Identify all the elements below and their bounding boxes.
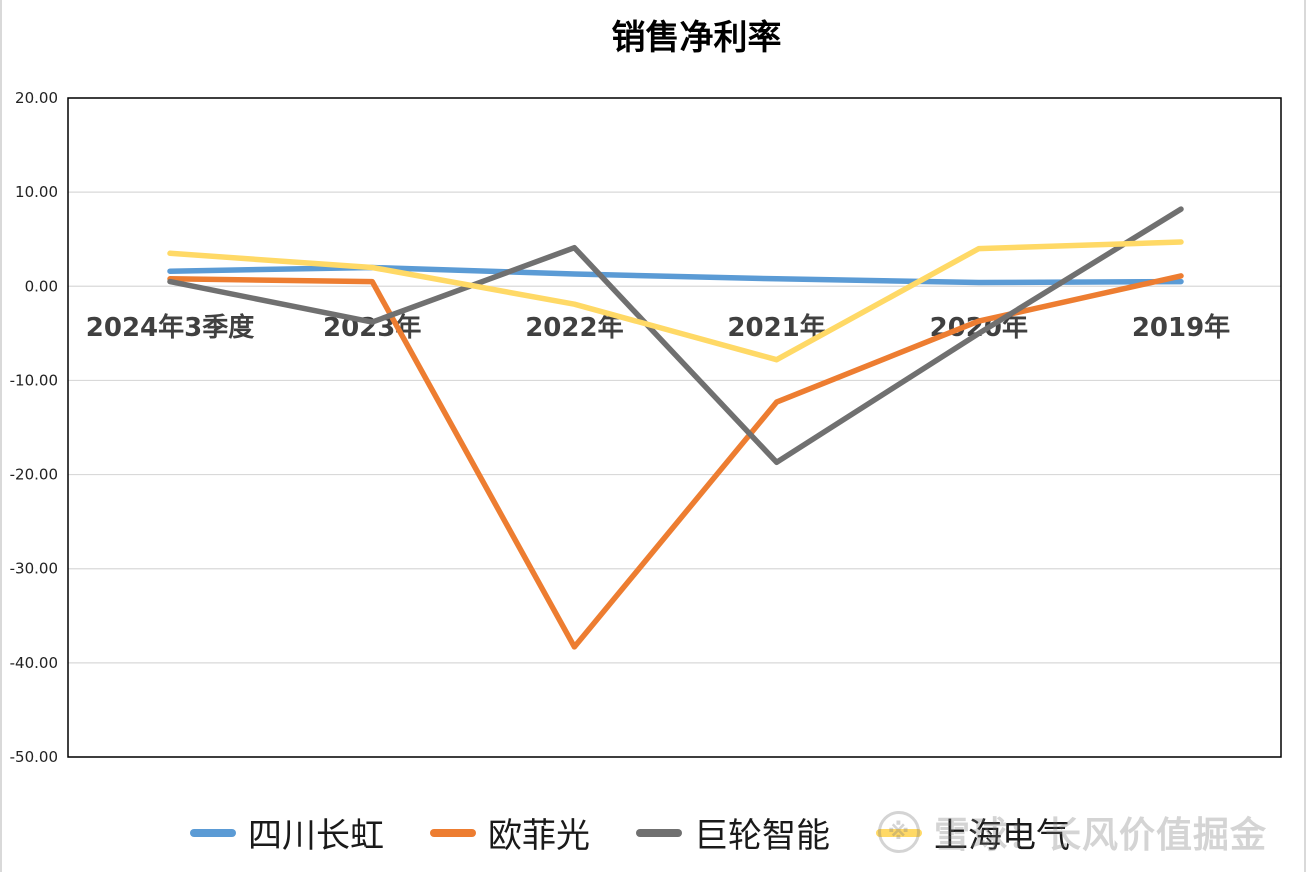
legend-label: 四川长虹 <box>248 816 384 856</box>
legend-label: 上海电气 <box>934 816 1070 856</box>
x-tick-label: 2020年 <box>930 312 1028 343</box>
window-border-right <box>1304 0 1306 872</box>
legend-item-series-2[interactable]: 巨轮智能 <box>636 808 830 857</box>
x-tick-label: 2024年3季度 <box>86 312 254 343</box>
x-tick-label: 2021年 <box>727 312 825 343</box>
y-tick-label: 20.00 <box>15 89 58 107</box>
series-line-0 <box>167 264 1184 286</box>
y-axis-ticks: 20.00 10.00 0.00 -10.00 -20.00 -30.00 -40.00 -5… <box>10 89 58 766</box>
y-tick-label: 0.00 <box>25 277 58 295</box>
y-tick-label: -10.00 <box>10 371 58 389</box>
legend-label: 巨轮智能 <box>694 816 830 856</box>
line-chart: 20.00 10.00 0.00 -10.00 -20.00 -30.00 -40.00 -5… <box>10 89 1282 766</box>
y-tick-label: -50.00 <box>10 748 58 766</box>
y-tick-label: -40.00 <box>10 654 58 672</box>
snowball-logo-icon: ※ <box>878 811 920 853</box>
legend-item-series-0[interactable]: 四川长虹 <box>190 808 384 857</box>
y-tick-label: -20.00 <box>10 466 58 484</box>
y-tick-label: -30.00 <box>10 560 58 578</box>
legend: 四川长虹 欧菲光 巨轮智能 上海电气 <box>190 808 1116 857</box>
chart-title: 销售净利率 <box>611 18 782 58</box>
legend-item-series-1[interactable]: 欧菲光 <box>430 808 590 857</box>
series-lines <box>167 206 1184 650</box>
gridlines <box>68 97 1281 758</box>
window-border-left <box>0 0 2 872</box>
legend-swatch <box>430 828 476 837</box>
x-tick-label: 2022年 <box>525 312 623 343</box>
plot-area-border <box>67 97 1282 758</box>
legend-label: 欧菲光 <box>488 816 590 856</box>
y-tick-label: 10.00 <box>15 183 58 201</box>
series-line-3 <box>167 239 1184 363</box>
series-line-2 <box>167 206 1184 466</box>
watermark: ※ 雪球：长风价值掘金 <box>878 806 1267 858</box>
legend-swatch <box>190 828 236 837</box>
watermark-text: 雪球：长风价值掘金 <box>934 815 1268 856</box>
x-tick-label: 2019年 <box>1132 312 1230 343</box>
legend-swatch <box>636 828 682 837</box>
